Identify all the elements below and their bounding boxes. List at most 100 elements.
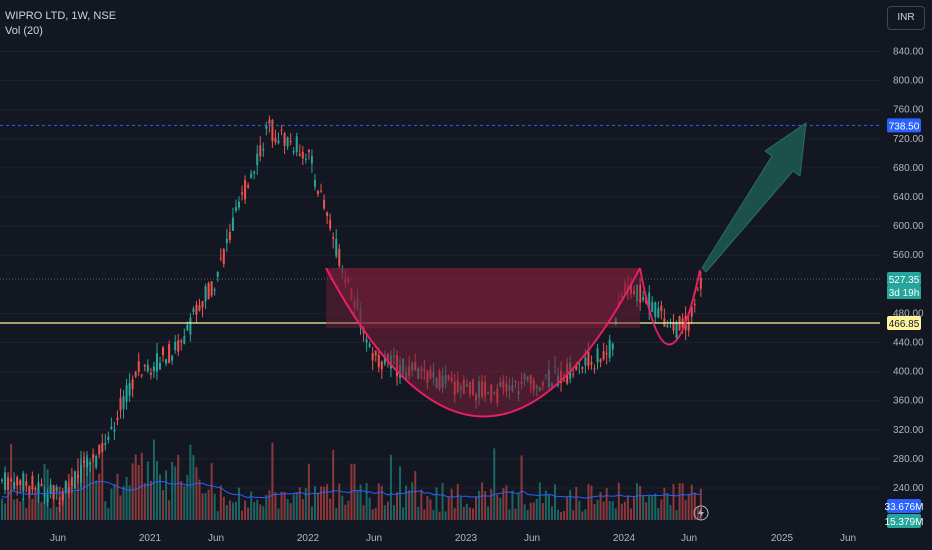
candle-body [365,339,368,343]
volume-bar [675,510,678,520]
time-tick-label: 2021 [139,533,162,544]
volume-bar [268,490,271,520]
price-tick-label: 280.00 [893,454,924,465]
candle-body [125,385,128,402]
volume-bar [478,490,481,520]
time-tick-label: Jun [681,533,697,544]
volume-bar [511,490,514,520]
price-tick-label: 440.00 [893,338,924,349]
volume-bar [95,480,98,520]
volume-bar [107,508,110,520]
candle-body [225,238,228,243]
volume-tag-text: 15.379M [885,517,924,528]
candle-body [234,207,237,211]
volume-bar [231,502,234,520]
volume-bar [262,506,265,520]
volume-bar [642,495,645,520]
candle-body [16,477,19,486]
volume-bar [487,506,490,520]
candle-body [335,239,338,257]
volume-bar [365,483,368,520]
candle-body [28,485,31,494]
candle-body [383,354,386,364]
volume-bar [651,496,654,520]
last-price-tag: 527.35 3d 19h [887,271,921,299]
volume-bar [389,454,392,520]
candle-body [222,249,225,265]
candle-body [338,248,341,266]
volume-bar [392,505,395,520]
candle-body [49,484,52,494]
volume-bar [149,480,152,520]
volume-bar [10,443,13,520]
volume-bar [508,509,511,520]
candle-body [633,290,635,295]
volume-bar [496,494,499,520]
volume-bar [505,485,508,520]
time-tick-label: Jun [50,533,66,544]
candle-body [602,351,605,360]
volume-bar [238,487,240,520]
volume-bar [593,504,596,520]
volume-bar [596,499,599,520]
volume-bar [490,488,493,520]
volume-bar [195,467,198,520]
volume-bar [125,476,128,520]
volume-bar [52,490,55,520]
volume-bar [155,460,158,520]
candle-body [247,184,250,188]
volume-bar [520,455,523,520]
candle-body [572,373,575,375]
volume-bar [271,442,274,520]
candle-body [110,426,113,429]
volume-bar [152,439,155,520]
volume-bar [83,451,86,520]
volume-bar [626,496,629,520]
candle-body [40,483,43,487]
currency-button[interactable]: INR [887,6,925,30]
candle-body [271,119,274,142]
time-axis: Jun 2021 Jun 2022 Jun 2023 Jun 2024 Jun 2025 Jun [50,533,856,544]
time-tick-label: 2025 [771,533,794,544]
candle-body [265,125,268,129]
volume-bar [222,496,225,520]
volume-bar [499,497,502,520]
volume-bar [560,511,563,520]
volume-bar [338,483,341,520]
volume-bar [578,500,581,520]
candle-body [19,480,22,486]
candle-body [690,306,693,317]
volume-bar [581,511,584,520]
candle-body [377,354,380,368]
volume-bar [122,486,125,520]
candle-body [696,289,699,291]
volume-ma-tag-bg [887,499,921,513]
volume-bar [16,498,19,520]
volume-bar [611,501,614,520]
candle-body [146,365,149,372]
resistance-price-tag-text: 738.50 [889,121,920,132]
volume-bar [429,499,432,520]
candle-body [219,258,222,260]
flash-icon-bolt [698,507,704,519]
candle-body [228,231,231,241]
volume-bar [608,501,611,520]
volume-bar [681,483,684,520]
volume-bar [590,485,593,520]
candle-body [274,137,277,143]
flash-icon [693,505,709,521]
volume-bar [386,501,389,520]
volume-bar [471,508,474,520]
volume-bar [58,486,61,520]
volume-bar [438,511,441,520]
countdown-bg [887,285,921,299]
volume-bar [356,490,359,520]
candle-body [614,318,617,325]
volume-tag-bg [887,514,921,528]
candle-body [159,362,161,370]
volume-bar [326,484,329,520]
volume-bar [259,504,262,520]
chart-legend: WIPRO LTD, 1W, NSE Vol (20) [5,9,116,39]
candle-body [608,339,611,358]
